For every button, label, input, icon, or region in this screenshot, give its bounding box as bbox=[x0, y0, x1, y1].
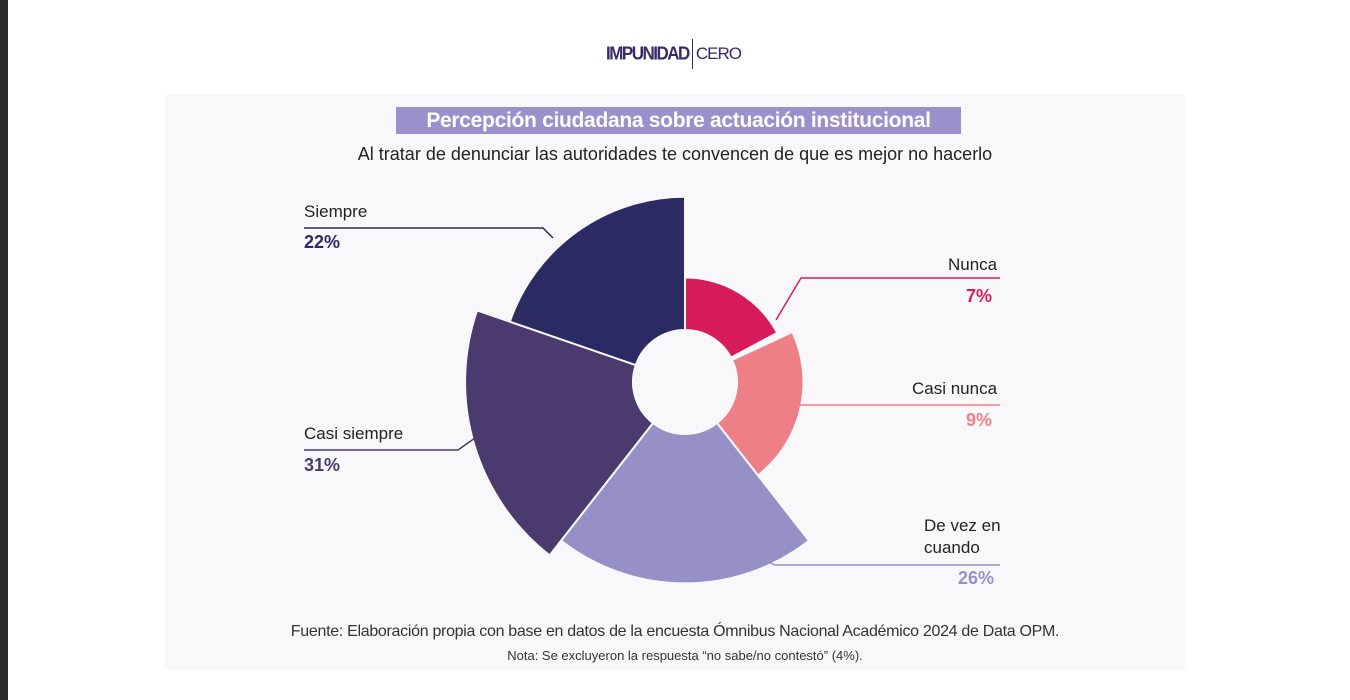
slice-nunca bbox=[684, 276, 779, 359]
logo-text-impunidad: IMPUNIDAD bbox=[606, 43, 690, 64]
slice-siempre bbox=[508, 195, 686, 367]
value-nunca: 7% bbox=[966, 286, 993, 306]
label-de-vez-en-cuando: De vez en cuando bbox=[924, 516, 1001, 557]
left-edge bbox=[0, 0, 8, 700]
leader-line-nunca bbox=[775, 277, 1000, 321]
label-siempre: Siempre bbox=[304, 202, 368, 221]
note-text: Nota: Se excluyeron la respuesta “no sab… bbox=[507, 648, 863, 663]
logo-divider bbox=[691, 39, 693, 69]
value-siempre: 22% bbox=[304, 232, 341, 252]
value-de-vez-en-cuando: 26% bbox=[958, 568, 995, 588]
chart-title: Percepción ciudadana sobre actuación ins… bbox=[396, 107, 961, 134]
label-casi-nunca: Casi nunca bbox=[912, 379, 998, 398]
chart-subtitle: Al tratar de denunciar las autoridades t… bbox=[357, 144, 993, 164]
label-casi-siempre: Casi siempre bbox=[304, 424, 404, 443]
value-casi-nunca: 9% bbox=[966, 410, 993, 430]
slice-casi-siempre bbox=[464, 309, 655, 557]
value-casi-siempre: 31% bbox=[304, 455, 341, 475]
source-text: Fuente: Elaboración propia con base en d… bbox=[290, 623, 1060, 640]
leader-line-siempre bbox=[304, 227, 554, 239]
slice-casi-nunca bbox=[715, 330, 805, 477]
logo-text-cero: CERO bbox=[695, 44, 742, 63]
logo: IMPUNIDAD CERO bbox=[606, 39, 742, 69]
leader-line-casi-siempre bbox=[304, 437, 476, 451]
label-nunca: Nunca bbox=[948, 255, 998, 274]
slice-de-vez-en-cuando bbox=[559, 421, 811, 585]
leader-line-de-vez-en-cuando bbox=[759, 557, 1000, 566]
